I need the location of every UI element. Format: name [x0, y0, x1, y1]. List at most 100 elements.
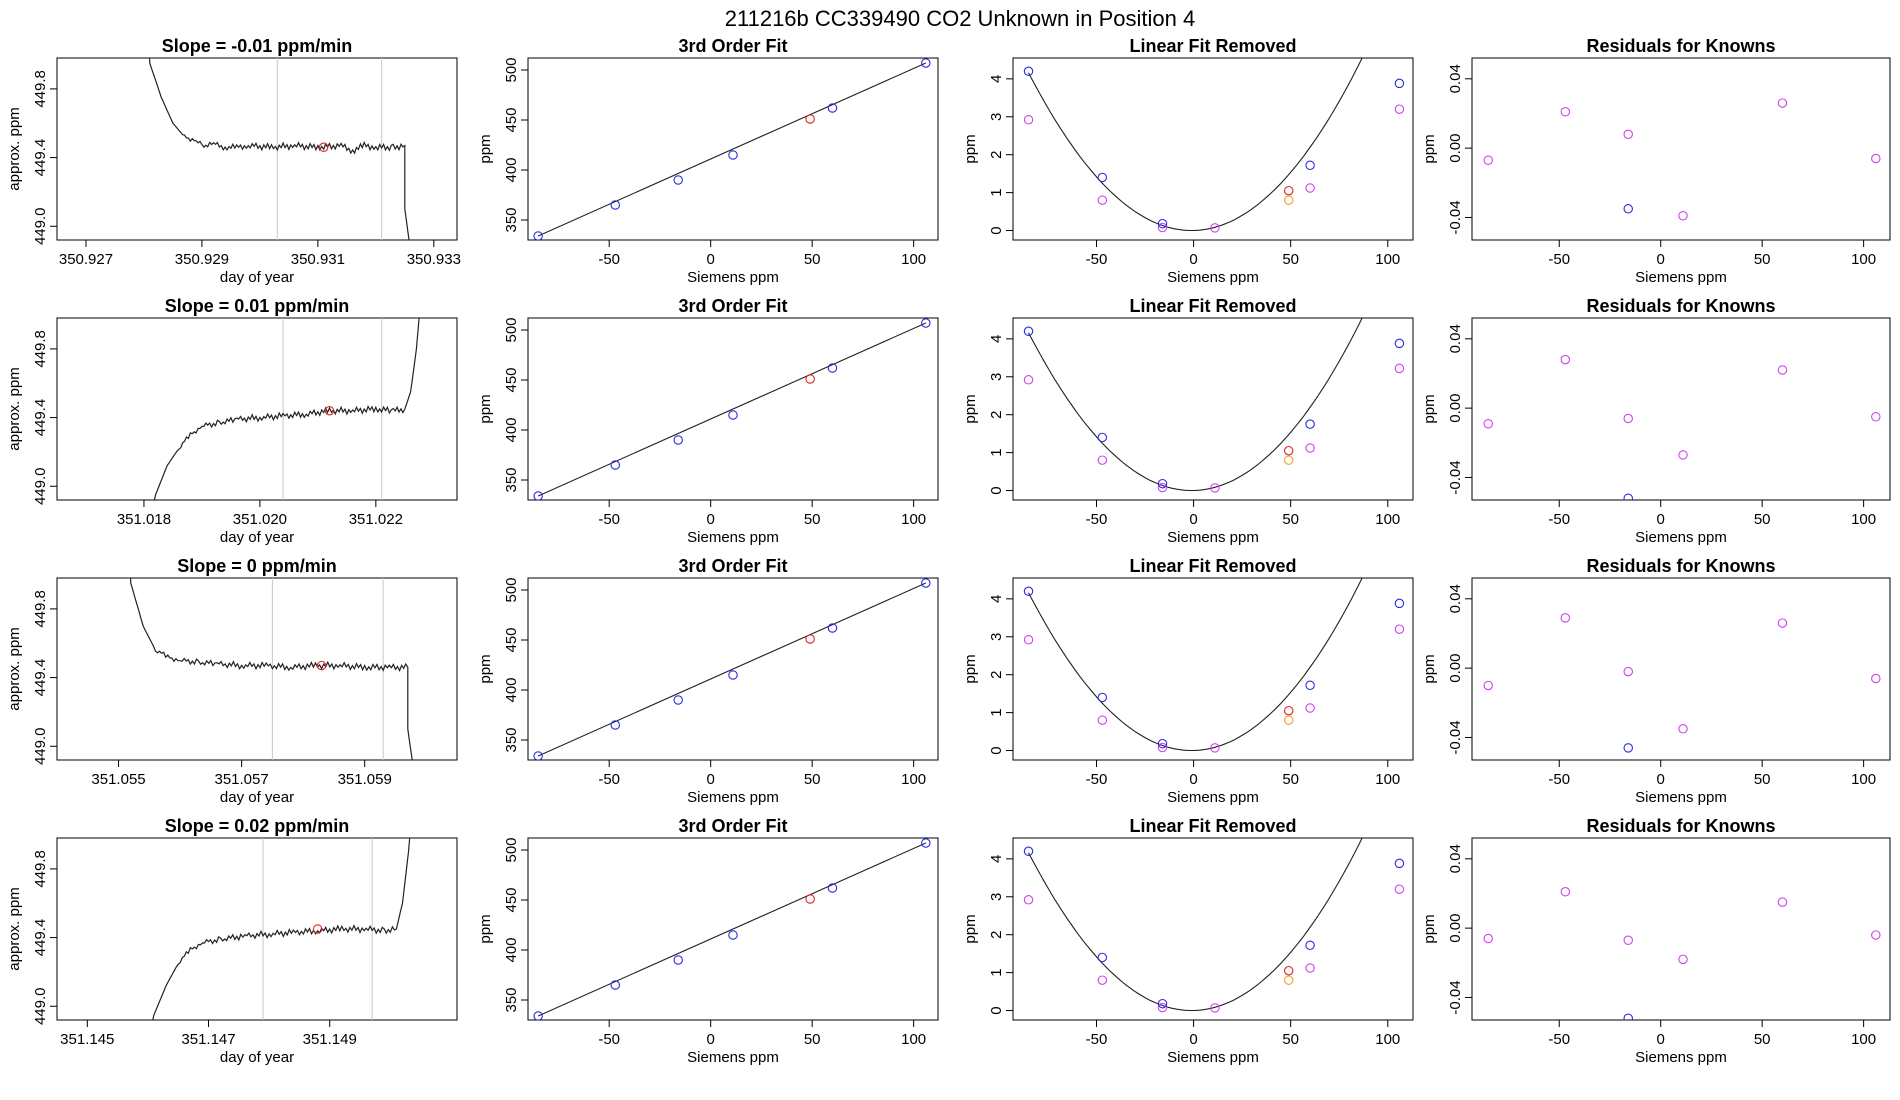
x-tick-label: 351.022 — [349, 511, 403, 528]
x-axis-label: day of year — [220, 1049, 294, 1066]
plot-area — [533, 318, 931, 500]
y-tick-label: 3 — [988, 113, 1005, 121]
y-tick-label: 4 — [988, 335, 1005, 343]
x-axis-label: Siemens ppm — [1635, 269, 1727, 286]
second-order-point — [1097, 455, 1108, 465]
panel-title: Linear Fit Removed — [1129, 556, 1296, 576]
y-tick-label: 0 — [988, 1006, 1005, 1014]
standard-point — [1023, 846, 1034, 857]
y-tick-label: 350 — [503, 467, 520, 492]
x-tick-label: 50 — [804, 771, 821, 788]
plot-frame — [56, 317, 458, 501]
plot-area — [1023, 838, 1405, 1013]
y-tick-label: 0.04 — [1447, 844, 1464, 873]
x-axis-label: Siemens ppm — [1167, 529, 1259, 546]
x-tick-label: 100 — [901, 771, 926, 788]
y-tick-label: 2 — [988, 671, 1005, 679]
second-order-point — [1097, 975, 1108, 985]
second-order-point — [1777, 897, 1788, 907]
x-tick-label: 100 — [1851, 1031, 1876, 1048]
plot-frame — [56, 837, 458, 1021]
panel-r0-c0: Slope = -0.01 ppm/min 350.927 350.929 350.9… — [6, 36, 461, 286]
x-tick-label: 350.933 — [407, 251, 461, 268]
plot-frame — [56, 57, 458, 241]
standard-point — [1157, 738, 1168, 749]
y-tick-label: 3 — [988, 633, 1005, 641]
standard-point — [1097, 172, 1108, 183]
y-axis-label: ppm — [477, 914, 494, 943]
panel-r2-c2: Linear Fit Removed -50 0 50 100 0 1 2 3 4 Siemens … — [962, 556, 1414, 806]
y-tick-label: 400 — [503, 937, 520, 962]
x-tick-label: -50 — [598, 251, 620, 268]
y-axis-label: ppm — [962, 654, 979, 683]
x-tick-label: 351.057 — [214, 771, 268, 788]
concentration-trace — [153, 318, 420, 500]
standard-point — [1394, 858, 1405, 869]
standard-point — [673, 695, 683, 705]
second-order-point — [1623, 413, 1633, 424]
plot-area — [533, 578, 931, 760]
standard-point — [921, 58, 931, 68]
second-order-point — [1394, 104, 1405, 114]
plot-area — [1483, 886, 1881, 1020]
plot-frame — [527, 317, 939, 501]
standard-point — [1394, 598, 1405, 609]
second-order-point — [1871, 153, 1881, 164]
y-tick-label: 449.4 — [32, 139, 49, 177]
standard-point — [1305, 680, 1315, 691]
panel-title: Linear Fit Removed — [1129, 36, 1296, 56]
panel-r3-c2: Linear Fit Removed -50 0 50 100 0 1 2 3 4 Siemens … — [962, 816, 1414, 1066]
x-axis-label: Siemens ppm — [1635, 1049, 1727, 1066]
standard-point — [1623, 493, 1633, 500]
y-tick-label: 4 — [988, 75, 1005, 83]
y-tick-label: 449.0 — [32, 727, 49, 765]
x-axis-label: Siemens ppm — [687, 269, 779, 286]
standard-point — [1305, 419, 1315, 429]
second-order-point — [1157, 742, 1168, 753]
standard-point — [827, 623, 838, 633]
y-tick-label: 449.4 — [32, 659, 49, 697]
x-tick-label: 0 — [1657, 511, 1665, 528]
y-tick-label: 350 — [503, 987, 520, 1012]
y-tick-label: -0.04 — [1447, 720, 1464, 754]
x-tick-label: 50 — [1754, 511, 1771, 528]
y-tick-label: 2 — [988, 411, 1005, 419]
x-tick-label: 0 — [1657, 251, 1665, 268]
panel-title: Residuals for Knowns — [1586, 556, 1775, 576]
y-axis-label: ppm — [1421, 134, 1438, 163]
second-order-point — [1483, 155, 1493, 166]
y-tick-label: 0.00 — [1447, 134, 1464, 163]
standard-point — [728, 150, 738, 160]
plot-frame — [1012, 577, 1414, 761]
x-axis-label: day of year — [220, 529, 294, 546]
second-order-point — [1678, 450, 1688, 460]
second-order-point — [1678, 954, 1688, 965]
standard-point — [610, 200, 621, 210]
x-tick-label: 50 — [1282, 511, 1299, 528]
plot-frame — [1012, 837, 1414, 1021]
y-tick-label: 449.4 — [32, 919, 49, 957]
residual-curve — [1028, 318, 1363, 492]
standard-point — [827, 103, 838, 113]
x-tick-label: 0 — [1189, 511, 1197, 528]
x-tick-label: 50 — [1754, 771, 1771, 788]
plot-area — [533, 838, 931, 1020]
second-order-point — [1210, 743, 1220, 753]
y-tick-label: 0 — [988, 486, 1005, 494]
panel-r3-c1: 3rd Order Fit -50 0 50 100 350 400 450 500 Siemen… — [477, 816, 939, 1066]
unknown-second-point — [1283, 455, 1294, 465]
x-tick-label: -50 — [1548, 1031, 1570, 1048]
plot-area — [152, 838, 411, 1020]
fit-curve — [537, 842, 927, 1017]
second-order-point — [1483, 933, 1493, 944]
y-tick-label: 0.04 — [1447, 324, 1464, 353]
plot-area — [153, 318, 420, 500]
x-tick-label: 0 — [707, 771, 715, 788]
y-tick-label: 0.00 — [1447, 914, 1464, 943]
panel-title: Slope = -0.01 ppm/min — [162, 36, 353, 56]
standard-point — [1023, 326, 1034, 337]
y-tick-label: 1 — [988, 448, 1005, 456]
unknown-second-point — [1283, 975, 1294, 985]
second-order-point — [1871, 673, 1881, 684]
second-order-point — [1483, 680, 1493, 691]
